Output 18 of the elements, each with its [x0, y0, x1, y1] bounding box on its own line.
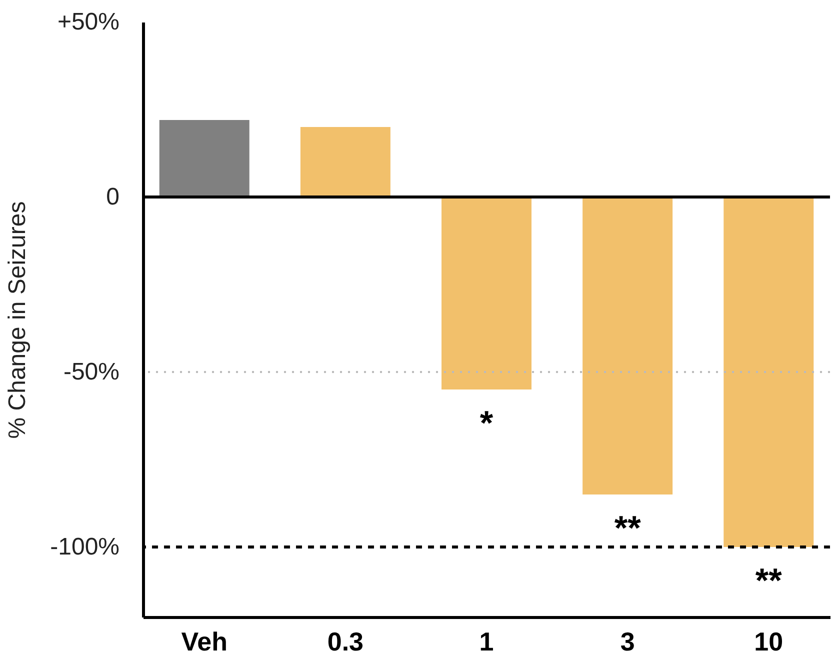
bar — [300, 127, 390, 197]
x-tick-label: 10 — [754, 626, 784, 656]
bar — [582, 197, 673, 494]
x-tick-label: 3 — [620, 626, 635, 656]
y-axis-title: % Change in Seizures — [4, 201, 32, 439]
annotation: ** — [755, 562, 783, 600]
annotation: ** — [614, 510, 642, 548]
x-tick-label: 1 — [479, 626, 494, 656]
y-tick-label: +50% — [57, 8, 120, 36]
annotation: * — [480, 404, 494, 442]
bar — [724, 197, 814, 547]
y-tick-label: 0 — [106, 184, 120, 210]
bar — [159, 120, 250, 197]
y-tick-label: -100% — [50, 534, 120, 560]
x-tick-label: 0.3 — [327, 626, 364, 656]
y-tick-label: -50% — [63, 358, 120, 386]
x-tick-label: Veh — [181, 626, 228, 656]
bar — [442, 197, 532, 390]
